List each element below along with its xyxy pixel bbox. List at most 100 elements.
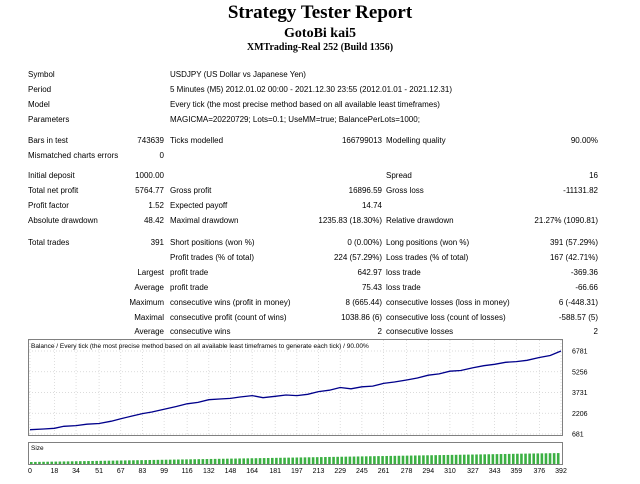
y-tick-label: 681 [572,432,584,439]
size-bar [324,457,327,464]
size-bar [426,455,429,464]
size-bar [450,454,454,464]
mismatch-value: 0 [159,151,164,160]
gross-profit-value: 16896.59 [348,186,382,195]
size-bar [373,456,376,464]
x-tick-label: 132 [203,468,215,475]
setting-value-symbol: USDJPY (US Dollar vs Japanese Yen) [170,70,306,79]
size-bar [266,457,270,464]
extreme-b-value: -588.57 (5) [558,313,598,322]
x-tick-label: 278 [401,468,413,475]
loss-trades-label: Loss trades (% of total) [386,253,469,262]
x-tick-label: 197 [291,468,303,475]
size-bar [446,454,450,464]
size-bar [242,458,245,464]
extreme-a-label: consecutive wins (profit in money) [170,298,291,307]
size-bar [123,460,127,464]
spread-label: Spread [386,171,412,180]
extreme-a-value: 1038.86 (6) [341,313,382,322]
report-title: Strategy Tester Report [227,2,413,23]
size-bar [487,454,491,464]
size-bar [467,454,470,464]
x-tick-label: 148 [225,468,237,475]
total-net-profit-label: Total net profit [28,186,79,195]
size-bar [307,457,311,464]
size-bar [471,454,474,464]
size-bar [283,457,286,464]
y-tick-label: 2206 [572,411,588,418]
y-tick-label: 3731 [572,390,588,397]
absolute-drawdown-value: 48.42 [143,216,164,225]
size-bar [213,458,217,464]
extreme-b-label: consecutive loss (count of losses) [386,313,506,322]
size-bar [201,459,205,464]
size-bar [119,460,123,464]
extreme-b-label: loss trade [386,268,421,277]
size-bar [475,454,478,464]
size-bar [499,454,503,464]
size-bar [250,458,254,464]
x-tick-label: 327 [467,468,479,475]
size-bar [458,454,462,464]
size-bar [511,453,515,464]
size-bar [87,461,90,464]
size-bar [418,455,421,464]
setting-label-symbol: Symbol [28,70,55,79]
size-bar [393,455,397,464]
modelling-quality-value: 90.00% [570,136,598,145]
loss-trades-value: 167 (42.71%) [549,253,598,262]
modelling-quality-label: Modelling quality [386,136,446,145]
x-tick-label: 0 [28,468,32,475]
size-bar [520,453,523,464]
size-bar [299,457,303,464]
extreme-b-label: consecutive losses (loss in money) [386,298,510,307]
size-bar [369,456,372,464]
extreme-prefix: Maximum [129,298,164,307]
x-tick-label: 164 [246,468,258,475]
size-bar [54,461,58,464]
x-tick-label: 294 [422,468,434,475]
extreme-b-value: 6 (-448.31) [558,298,598,307]
chart-grid [29,340,562,435]
size-bar [491,454,495,464]
extreme-b-label: consecutive losses [386,327,454,336]
size-bar [181,459,184,464]
size-bar [528,453,531,464]
profit-trades-label: Profit trades (% of total) [170,253,255,262]
size-bar [409,455,413,464]
profit-trades-value: 224 (57.29%) [333,253,382,262]
x-tick-label: 261 [378,468,390,475]
setting-label-parameters: Parameters [28,115,70,124]
setting-value-parameters: MAGICMA=20220729; Lots=0.1; UseMM=true; … [170,115,420,124]
size-bar [503,453,507,464]
size-bar [315,457,319,464]
size-bar [177,459,180,464]
size-bar [205,459,209,464]
extreme-b-value: 2 [593,327,598,336]
size-bar [552,453,556,464]
x-tick-label: 229 [334,468,346,475]
x-tick-label: 83 [139,468,147,475]
size-bar [91,460,94,464]
balance-chart-svg: Balance / Every tick (the most precise m… [28,339,588,475]
size-bar [254,458,258,464]
maximal-drawdown-label: Maximal drawdown [170,216,239,225]
x-tick-label: 51 [95,468,103,475]
size-bar [479,454,482,464]
extreme-a-value: 75.43 [361,283,382,292]
maximal-drawdown-value: 1235.83 (18.30%) [318,216,382,225]
x-tick-label: 376 [533,468,545,475]
short-positions-value: 0 (0.00%) [347,238,382,247]
expert-name: GotoBi kai5 [284,26,356,41]
size-bar [156,459,160,464]
size-bar [34,461,37,464]
total-trades-label: Total trades [28,238,70,247]
size-bar [422,455,425,464]
total-trades-value: 391 [150,238,164,247]
size-bar [99,460,103,464]
size-bar [360,456,364,464]
size-bar [83,461,86,464]
size-bar [405,455,409,464]
extreme-prefix: Average [134,327,164,336]
extreme-a-label: profit trade [170,283,209,292]
